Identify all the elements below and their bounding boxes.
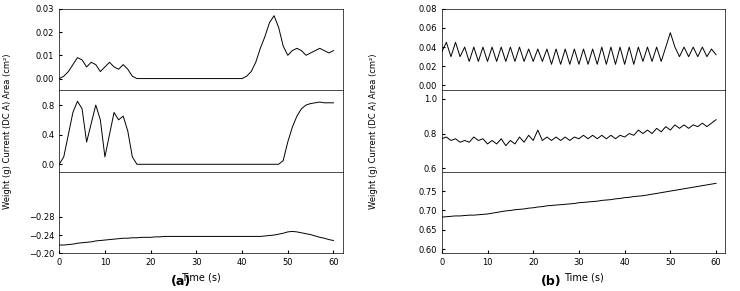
Text: Weight (g) Current (DC A) Area (cm²): Weight (g) Current (DC A) Area (cm²): [369, 53, 378, 209]
X-axis label: Time (s): Time (s): [564, 273, 603, 283]
Text: Weight (g) Current (DC A) Area (cm²): Weight (g) Current (DC A) Area (cm²): [3, 53, 12, 209]
Text: (b): (b): [541, 275, 562, 288]
Text: (a): (a): [171, 275, 192, 288]
X-axis label: Time (s): Time (s): [181, 273, 221, 283]
